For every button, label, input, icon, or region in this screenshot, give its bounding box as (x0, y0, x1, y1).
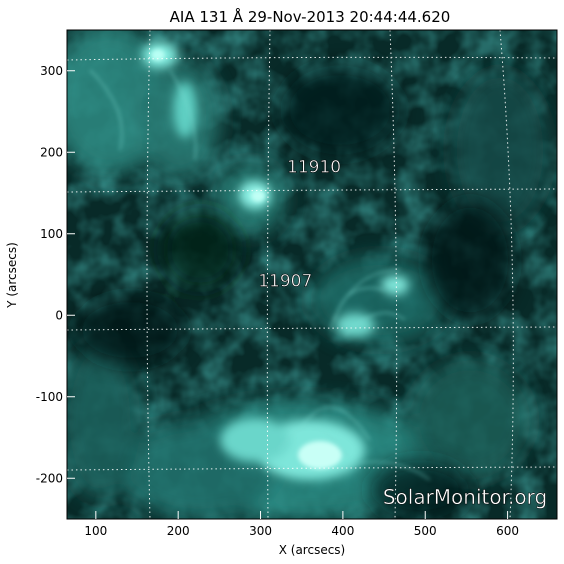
region-label-11907: 11907 (258, 272, 312, 292)
x-tick-label: 400 (331, 524, 354, 538)
y-tick-label: 300 (40, 64, 63, 78)
y-tick-label: 100 (40, 227, 63, 241)
region-labels: 11910 11907 (258, 157, 341, 292)
x-axis-label: X (arcsecs) (279, 543, 346, 557)
x-tick-label: 200 (167, 524, 190, 538)
y-axis-label: Y (arcsecs) (5, 242, 19, 309)
region-label-11910: 11910 (287, 158, 341, 178)
watermark-text: SolarMonitor.org (383, 485, 547, 509)
y-tick-label: -200 (36, 471, 63, 485)
x-axis-ticks: 100 200 300 400 500 600 (84, 511, 519, 538)
plot-frame (66, 29, 558, 520)
x-tick-label: 100 (84, 524, 107, 538)
x-tick-label: 300 (249, 524, 272, 538)
x-tick-label: 600 (496, 524, 519, 538)
y-tick-label: 0 (55, 308, 63, 322)
y-tick-label: -100 (36, 390, 63, 404)
x-tick-label: 500 (414, 524, 437, 538)
image-title: AIA 131 Å 29-Nov-2013 20:44:44.620 (170, 7, 451, 26)
coordinate-grid (67, 30, 557, 519)
y-axis-ticks: -200 -100 0 100 200 300 (36, 64, 75, 485)
solar-image (67, 30, 557, 519)
y-tick-label: 200 (40, 145, 63, 159)
